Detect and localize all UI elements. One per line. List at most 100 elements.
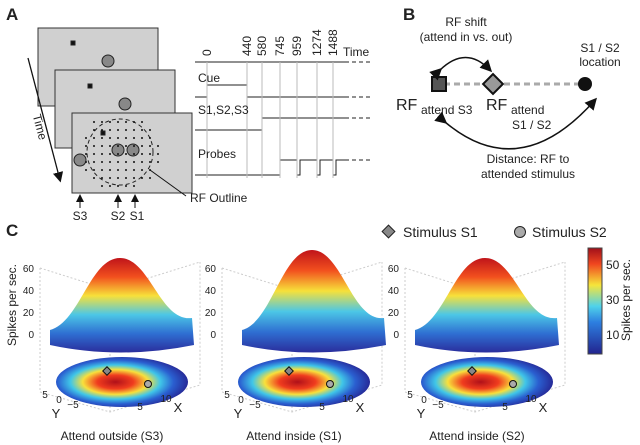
stim-label: S2	[111, 209, 126, 223]
probe-dot	[109, 145, 111, 147]
probe-dot	[101, 177, 103, 179]
shift-arrow	[429, 56, 493, 81]
probe-dots	[85, 121, 159, 187]
location: location	[579, 55, 620, 69]
time-tick: 580	[255, 36, 269, 56]
probe-dot	[141, 129, 143, 131]
probe-dot	[125, 121, 127, 123]
probe-dot	[125, 145, 127, 147]
colorbar-tick: 30	[606, 293, 620, 307]
probe-dot	[93, 145, 95, 147]
x-tick: 10	[342, 394, 354, 405]
probe-dot	[141, 161, 143, 163]
distance: attended stimulus	[481, 167, 575, 181]
x-tick: 5	[502, 402, 508, 413]
probe-dot	[85, 145, 87, 147]
y-tick: 5	[407, 390, 413, 401]
stim-s2	[326, 380, 334, 388]
probe-dot	[149, 137, 151, 139]
rf-in-sub: S1 / S2	[512, 118, 552, 132]
probe-dot	[93, 153, 95, 155]
y-tick: −5	[249, 400, 261, 411]
screens	[37, 27, 193, 194]
z-tick: 40	[388, 286, 400, 297]
legend-marker	[514, 226, 526, 238]
probe-dot	[85, 153, 87, 155]
time-tick: 440	[240, 36, 254, 56]
probe-dot	[85, 161, 87, 163]
plot-title: Attend inside (S2)	[429, 429, 524, 443]
probe-dot	[149, 161, 151, 163]
probe-dot	[157, 145, 159, 147]
probe-dot	[109, 185, 111, 187]
timeline	[195, 61, 372, 178]
colorbar-tick: 50	[606, 258, 620, 272]
probe-dot	[109, 153, 111, 155]
plot-title: Attend outside (S3)	[61, 429, 164, 443]
probe-dot	[133, 145, 135, 147]
probe-dot	[117, 121, 119, 123]
hill	[415, 258, 559, 353]
probe-dot	[133, 153, 135, 155]
probe-dot	[149, 129, 151, 131]
location: S1 / S2	[580, 41, 620, 55]
rf-outline: RF Outline	[190, 191, 248, 205]
probe-dot	[133, 177, 135, 179]
z-tick: 20	[205, 308, 217, 319]
probe-dot	[157, 161, 159, 163]
z-tick: 0	[28, 330, 34, 341]
z-tick: 0	[393, 330, 399, 341]
probe-dot	[125, 169, 127, 171]
colorbar-tick: 10	[606, 328, 620, 342]
rf-out-sub: attend S3	[421, 103, 473, 117]
rf-shift: RF shift	[445, 15, 487, 29]
probe-dot	[101, 145, 103, 147]
probe-dot	[93, 161, 95, 163]
probe-dot	[117, 145, 119, 147]
stim-s2	[144, 380, 152, 388]
probe-dot	[101, 185, 103, 187]
probe-dot	[133, 129, 135, 131]
stim-label: S3	[73, 209, 88, 223]
probe-dot	[85, 137, 87, 139]
probe-dot	[125, 185, 127, 187]
distance: Distance: RF to	[487, 152, 570, 166]
probe-dot	[93, 121, 95, 123]
probe-dot	[109, 169, 111, 171]
stimuli-icons	[70, 40, 154, 186]
x-tick: 10	[525, 394, 537, 405]
y-tick: −5	[67, 400, 79, 411]
probe-dot	[109, 129, 111, 131]
probe-dot	[133, 185, 135, 187]
rf-in: RF	[486, 97, 508, 114]
probe-dot	[125, 161, 127, 163]
y-axis-label: Y	[234, 406, 243, 421]
y-axis-label: Y	[417, 406, 426, 421]
probe-dot	[109, 177, 111, 179]
legend-marker	[381, 224, 396, 239]
y-tick: −5	[432, 400, 444, 411]
probe-dot	[141, 169, 143, 171]
rf-out-marker	[431, 76, 447, 92]
z-axis-label: Spikes per sec.	[5, 264, 19, 346]
rf-shift: (attend in vs. out)	[420, 30, 513, 44]
probe-dot	[125, 129, 127, 131]
probe-dot	[117, 177, 119, 179]
legend-label: Stimulus S1	[403, 224, 478, 240]
z-tick: 60	[388, 264, 400, 275]
x-tick: 5	[319, 402, 325, 413]
probe-dot	[109, 121, 111, 123]
time-label: Time	[30, 112, 50, 141]
probe-dot	[141, 137, 143, 139]
probe-dot	[109, 137, 111, 139]
row-label: Cue	[198, 71, 220, 85]
probe-dot	[125, 177, 127, 179]
probe-dot	[133, 161, 135, 163]
probe-dot	[117, 129, 119, 131]
probe-dot	[149, 177, 151, 179]
x-axis-label: X	[539, 400, 548, 415]
probe-dot	[117, 185, 119, 187]
z-tick: 60	[23, 264, 35, 275]
